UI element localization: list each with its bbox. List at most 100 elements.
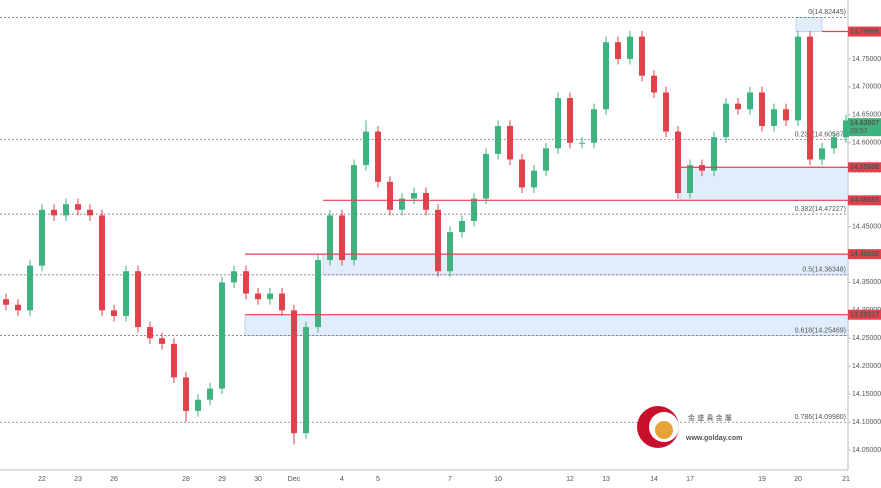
- watermark: 金 盛 貴 金 屬 www.golday.com: [637, 406, 742, 448]
- x-tick-label: 19: [758, 476, 766, 483]
- candle-body: [303, 327, 309, 434]
- zone-box: [795, 17, 823, 32]
- x-tick-label: 4: [340, 476, 344, 483]
- candle-body: [639, 36, 645, 76]
- current-price-tag: [848, 118, 881, 137]
- price-tag: [848, 26, 881, 37]
- candle-body: [651, 75, 657, 93]
- price-tag-label: 14.49695: [850, 197, 879, 204]
- candle-body: [747, 92, 753, 110]
- candle-body: [207, 388, 213, 400]
- candle-body: [723, 103, 729, 138]
- x-tick-label: 14: [650, 476, 658, 483]
- fib-level-label: 0.236(14.60587): [795, 131, 846, 138]
- y-tick-label: 14.45000: [852, 223, 881, 230]
- price-tag: [848, 162, 881, 173]
- y-tick-label: 14.75000: [852, 56, 881, 63]
- candle-body: [75, 204, 81, 210]
- candle-body: [27, 265, 33, 311]
- candle-body: [447, 232, 453, 272]
- candle-body: [111, 310, 117, 316]
- candle-body: [411, 193, 417, 199]
- x-tick-label: 13: [602, 476, 610, 483]
- y-tick-label: 14.35000: [852, 279, 881, 286]
- candle-body: [195, 399, 201, 411]
- candle-body: [507, 125, 513, 160]
- candle-body: [471, 198, 477, 221]
- price-tag-label: 14.79906: [850, 28, 879, 35]
- candle-body: [51, 209, 57, 216]
- x-tick-label: 22: [38, 476, 46, 483]
- candle-body: [399, 198, 405, 210]
- y-tick-label: 14.05000: [852, 447, 881, 454]
- candle-body: [183, 377, 189, 411]
- candle-body: [219, 282, 225, 389]
- candle-body: [171, 343, 177, 378]
- price-tag-label: 14.55608: [850, 164, 879, 171]
- candle-body: [735, 103, 741, 110]
- candle-body: [567, 98, 573, 143]
- candle-body: [819, 148, 825, 160]
- candle-body: [423, 193, 429, 210]
- zone-box: [322, 253, 849, 276]
- watermark-url: www.golday.com: [685, 435, 742, 442]
- candle-body: [591, 109, 597, 143]
- candle-body: [39, 209, 45, 266]
- candle-body: [555, 98, 561, 149]
- candle-body: [363, 131, 369, 166]
- candle-body: [795, 36, 801, 121]
- candle-body: [375, 131, 381, 182]
- price-tag-label: 14.29217: [850, 312, 879, 319]
- logo-core: [655, 421, 673, 439]
- candle-body: [615, 42, 621, 59]
- candle-body: [63, 204, 69, 216]
- x-tick-label: 5: [376, 476, 380, 483]
- price-tag-label: 14.40058: [850, 251, 879, 258]
- x-tick-label: 29: [218, 476, 226, 483]
- x-tick-label: 23: [74, 476, 82, 483]
- price-tag: [848, 249, 881, 260]
- candle-body: [759, 92, 765, 126]
- candle-body: [843, 120, 849, 138]
- candle-body: [675, 131, 681, 194]
- candle-body: [267, 293, 273, 300]
- fib-level-label: 0(14.82445): [808, 9, 846, 16]
- candle-body: [687, 165, 693, 194]
- candle-body: [279, 293, 285, 311]
- x-tick-label: 28: [182, 476, 190, 483]
- candle-body: [327, 215, 333, 261]
- x-tick-label: Dec: [288, 476, 301, 483]
- candle-body: [435, 209, 441, 272]
- candle-body: [627, 36, 633, 59]
- zone-box: [244, 314, 849, 336]
- candle-body: [243, 271, 249, 294]
- fib-level-label: 0.5(14.36348): [802, 267, 846, 274]
- candle-body: [711, 137, 717, 171]
- candle-body: [339, 215, 345, 261]
- countdown-label: 29:57: [850, 128, 868, 135]
- x-tick-label: 17: [686, 476, 694, 483]
- candle-body: [123, 271, 129, 316]
- candle-body: [291, 310, 297, 434]
- y-tick-label: 14.65000: [852, 112, 881, 119]
- y-tick-label: 14.10000: [852, 419, 881, 426]
- candle-body: [783, 109, 789, 121]
- candle-body: [15, 304, 21, 311]
- candle-body: [231, 271, 237, 283]
- y-tick-label: 14.60000: [852, 140, 881, 147]
- candle-body: [315, 260, 321, 328]
- candle-body: [135, 271, 141, 328]
- y-tick-label: 14.15000: [852, 391, 881, 398]
- price-tag: [848, 195, 881, 206]
- candle-body: [531, 170, 537, 188]
- fib-level-label: 0.786(14.09980): [795, 414, 846, 421]
- candle-body: [807, 36, 813, 160]
- candle-body: [3, 299, 9, 305]
- candle-body: [663, 92, 669, 132]
- candle-body: [87, 209, 93, 216]
- candle-body: [459, 220, 465, 233]
- current-price-label: 14.63507: [850, 120, 879, 127]
- candle-body: [255, 293, 261, 300]
- candle-body: [495, 125, 501, 154]
